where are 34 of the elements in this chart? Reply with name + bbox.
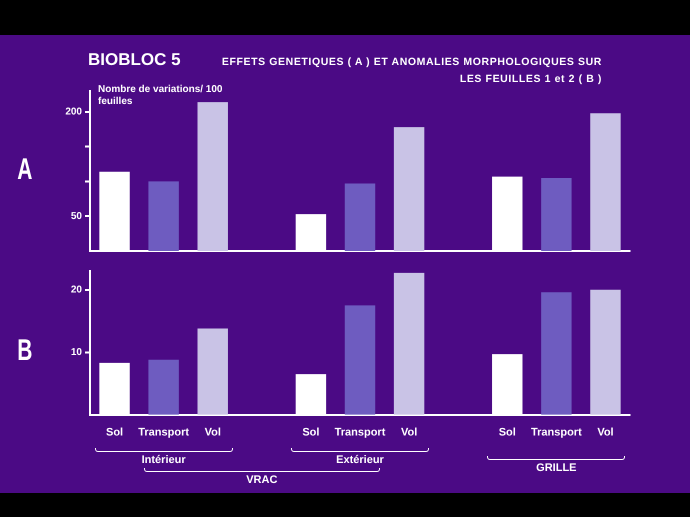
x-tick-label: Vol bbox=[400, 426, 418, 438]
bar bbox=[541, 178, 572, 251]
y-tick-label: 10 bbox=[70, 347, 82, 358]
x-tick-label: Vol bbox=[204, 426, 221, 438]
bar bbox=[148, 360, 179, 415]
chart-title: BIOBLOC 5 bbox=[88, 50, 181, 70]
bar bbox=[394, 127, 424, 251]
bar bbox=[394, 272, 424, 415]
text: Intérieur bbox=[140, 454, 187, 466]
chart-subtitle: EFFETS GENETIQUES ( A ) ET ANOMALIES MORPHOLOGIQUES SUR LES FEUILLES 1 et 2 ( B ) bbox=[222, 56, 602, 85]
x-tick-label: Sol bbox=[106, 426, 124, 438]
text: VRAC bbox=[245, 474, 278, 486]
y-tick-label: 50 bbox=[70, 210, 82, 222]
bar bbox=[590, 113, 621, 251]
bar bbox=[541, 292, 572, 415]
x-tick-label: Vol bbox=[597, 426, 614, 438]
x-tick-label: Transport bbox=[530, 426, 582, 438]
bar bbox=[198, 102, 228, 251]
bar bbox=[590, 290, 621, 415]
bar bbox=[344, 305, 376, 415]
y-axis-title: A bbox=[17, 153, 32, 188]
bar bbox=[148, 181, 179, 251]
text: Extérieur bbox=[335, 454, 385, 466]
bar bbox=[198, 328, 228, 415]
y-axis-title: B bbox=[17, 334, 32, 368]
y-tick-label: 20 bbox=[70, 284, 82, 296]
y-tick-label: 200 bbox=[65, 106, 82, 118]
x-tick-label: Sol bbox=[302, 426, 320, 438]
x-tick-label: Sol bbox=[498, 426, 516, 438]
text: GRILLE bbox=[535, 462, 578, 474]
x-tick-label: Transport bbox=[334, 426, 386, 438]
x-tick-label: Transport bbox=[138, 426, 190, 438]
annotation: Nombre de variations/ 100 feuilles bbox=[98, 84, 224, 108]
bar bbox=[344, 184, 376, 251]
